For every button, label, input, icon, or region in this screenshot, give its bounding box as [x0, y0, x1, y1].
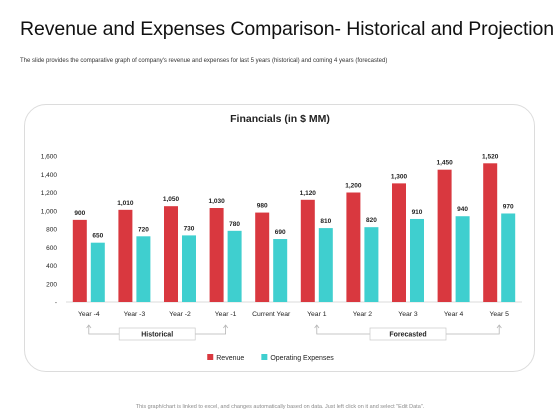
group-label: Historical: [141, 332, 173, 339]
x-tick-label: Current Year: [252, 311, 291, 318]
x-tick-label: Year 5: [489, 311, 509, 318]
y-tick-label: 400: [46, 263, 57, 270]
chart-title: Financials (in $ MM): [230, 113, 330, 125]
expenses-bar: [455, 216, 470, 302]
y-tick-label: 1,200: [41, 190, 58, 197]
x-tick-label: Year -2: [169, 311, 191, 318]
bracket-arrow-icon: [86, 324, 92, 329]
x-tick-label: Year -3: [124, 311, 146, 318]
revenue-data-label: 900: [74, 210, 85, 217]
expenses-data-label: 810: [320, 218, 331, 225]
group-label: Forecasted: [389, 332, 426, 339]
expenses-bar: [273, 239, 288, 302]
revenue-data-label: 1,200: [345, 183, 362, 190]
revenue-bar: [72, 219, 87, 302]
y-tick-label: 200: [46, 281, 57, 288]
revenue-bar: [300, 199, 315, 302]
revenue-data-label: 1,050: [163, 196, 180, 203]
x-tick-label: Year 1: [307, 311, 327, 318]
bracket-arrow-icon: [223, 324, 229, 329]
expenses-data-label: 820: [366, 217, 377, 224]
x-tick-label: Year -1: [215, 311, 237, 318]
expenses-data-label: 940: [457, 206, 468, 213]
revenue-data-label: 1,030: [208, 198, 225, 205]
legend-swatch: [207, 354, 214, 360]
legend-label: Revenue: [216, 355, 244, 362]
revenue-data-label: 1,010: [117, 200, 134, 207]
expenses-data-label: 910: [412, 209, 423, 216]
y-tick-label: 800: [46, 227, 57, 234]
group-label-box: [118, 327, 196, 341]
page-subtitle: The slide provides the comparative graph…: [20, 58, 388, 64]
revenue-data-label: 1,450: [436, 160, 453, 167]
expenses-data-label: 690: [275, 229, 286, 236]
legend-swatch: [261, 354, 268, 360]
expenses-data-label: 650: [92, 233, 103, 240]
y-tick-label: 600: [46, 245, 57, 252]
expenses-data-label: 780: [229, 221, 240, 228]
y-tick-label: 1,400: [41, 172, 58, 179]
revenue-bar: [346, 192, 361, 302]
revenue-bar: [118, 209, 133, 302]
revenue-data-label: 1,520: [482, 153, 499, 160]
expenses-bar: [227, 230, 242, 302]
expenses-bar: [182, 235, 196, 302]
y-tick-label: -: [55, 300, 57, 307]
revenue-bar: [437, 169, 452, 302]
expenses-data-label: 970: [503, 203, 514, 210]
x-tick-label: Year 3: [398, 311, 418, 318]
expenses-data-label: 730: [184, 225, 195, 232]
expenses-bar: [90, 242, 105, 302]
expenses-bar: [364, 227, 379, 302]
bracket-arrow-icon: [314, 324, 320, 329]
y-tick-label: 1,000: [41, 208, 58, 215]
revenue-bar: [255, 212, 270, 302]
x-tick-label: Year 4: [444, 311, 464, 318]
expenses-bar: [136, 236, 151, 302]
page-title: Revenue and Expenses Comparison- Histori…: [20, 18, 554, 40]
revenue-bar: [483, 163, 498, 302]
revenue-bar: [209, 208, 224, 302]
bracket-arrow-icon: [496, 324, 502, 329]
legend-label: Operating Expenses: [270, 355, 334, 362]
revenue-data-label: 980: [257, 203, 268, 210]
revenue-data-label: 1,300: [391, 173, 408, 180]
revenue-bar: [392, 183, 406, 302]
x-tick-label: Year 2: [353, 311, 373, 318]
revenue-bar: [164, 206, 178, 302]
group-label-box: [369, 327, 447, 341]
y-tick-label: 1,600: [41, 154, 58, 161]
expenses-bar: [501, 213, 516, 302]
expenses-data-label: 720: [138, 226, 149, 233]
expenses-bar: [410, 218, 424, 302]
footer-note: This graph/chart is linked to excel, and…: [135, 404, 425, 410]
x-tick-label: Year -4: [78, 311, 100, 318]
expenses-bar: [318, 228, 333, 302]
revenue-data-label: 1,120: [300, 190, 317, 197]
